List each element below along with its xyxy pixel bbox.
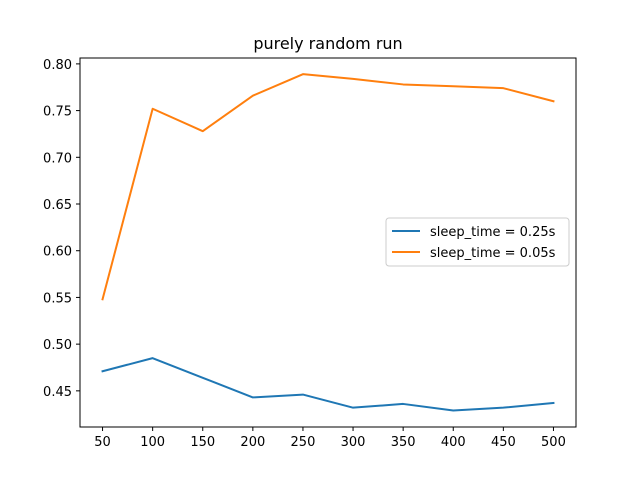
y-tick-label: 0.55 xyxy=(43,291,72,306)
axes-frame xyxy=(79,57,577,428)
y-tick-label: 0.75 xyxy=(43,105,72,120)
x-tick-label: 100 xyxy=(140,435,165,450)
legend-label-1: sleep_time = 0.25s xyxy=(430,225,556,240)
x-tick-label: 200 xyxy=(240,435,265,450)
legend-box xyxy=(385,217,570,267)
y-tick-label: 0.60 xyxy=(43,245,72,260)
x-tick-label: 350 xyxy=(391,435,416,450)
chart-title: purely random run xyxy=(253,34,402,53)
x-tick-label: 300 xyxy=(341,435,366,450)
y-tick-label: 0.50 xyxy=(43,338,72,353)
y-tick-label: 0.65 xyxy=(43,198,72,213)
legend-label-2: sleep_time = 0.05s xyxy=(430,246,556,261)
x-tick-label: 250 xyxy=(291,435,316,450)
y-tick-label: 0.70 xyxy=(43,151,72,166)
x-tick-label: 150 xyxy=(190,435,215,450)
y-tick-label: 0.80 xyxy=(43,58,72,73)
series-line-2 xyxy=(101,73,555,301)
x-tick-label: 400 xyxy=(441,435,466,450)
x-tick-label: 50 xyxy=(94,435,111,450)
x-tick-label: 500 xyxy=(541,435,566,450)
y-tick-label: 0.45 xyxy=(43,385,72,400)
x-tick-label: 450 xyxy=(491,435,516,450)
series-line-1 xyxy=(101,357,555,412)
plot-area: 50 100 150 200 250 300 350 400 450 500 0.45 0.50 0.5… xyxy=(43,57,577,450)
